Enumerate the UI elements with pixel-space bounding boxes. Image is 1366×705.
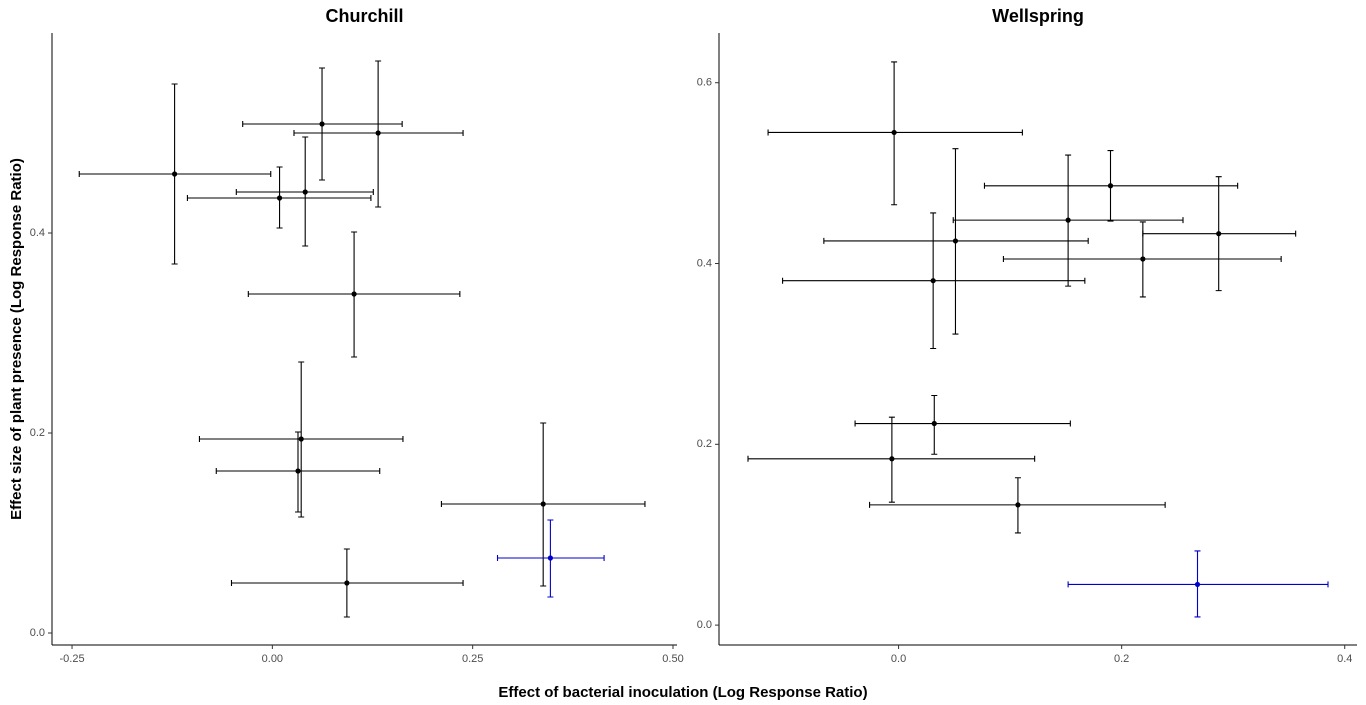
- x-tick-label: 0.4: [1337, 653, 1352, 665]
- x-tick-label: -0.25: [59, 653, 84, 665]
- point: [1015, 502, 1021, 508]
- point: [952, 238, 959, 244]
- point: [1216, 231, 1222, 237]
- panel-title: Wellspring: [992, 6, 1084, 26]
- point: [1065, 217, 1071, 223]
- x-tick-label: 0.2: [1114, 653, 1129, 665]
- x-error-bar: [854, 420, 1071, 427]
- x-tick-label: 0.50: [662, 653, 683, 665]
- point: [344, 580, 350, 586]
- point: [1140, 256, 1146, 262]
- point: [889, 456, 895, 462]
- y-tick-label: 0.6: [697, 77, 712, 89]
- point: [295, 468, 301, 474]
- point: [276, 195, 283, 201]
- point: [930, 278, 936, 284]
- point: [298, 436, 304, 442]
- y-tick-label: 0.2: [30, 427, 45, 439]
- point: [319, 121, 325, 127]
- x-tick-label: 0.25: [462, 653, 483, 665]
- point: [302, 189, 308, 195]
- x-axis-label: Effect of bacterial inoculation (Log Res…: [498, 684, 867, 701]
- y-axis-label: Effect size of plant presence (Log Respo…: [8, 158, 25, 520]
- x-tick-label: 0.00: [262, 653, 283, 665]
- y-tick-label: 0.2: [697, 438, 712, 450]
- point: [1107, 183, 1114, 189]
- point: [1194, 581, 1201, 588]
- point: [351, 291, 357, 297]
- point: [540, 501, 546, 507]
- y-tick-label: 0.4: [30, 227, 45, 239]
- y-tick-label: 0.0: [697, 619, 712, 631]
- point: [891, 129, 897, 136]
- x-tick-label: 0.0: [891, 653, 906, 665]
- point: [931, 420, 937, 427]
- point: [375, 130, 381, 136]
- panel-title: Churchill: [325, 6, 403, 26]
- y-tick-label: 0.4: [697, 257, 712, 269]
- point: [171, 171, 178, 177]
- point: [547, 555, 553, 561]
- y-tick-label: 0.0: [30, 627, 45, 639]
